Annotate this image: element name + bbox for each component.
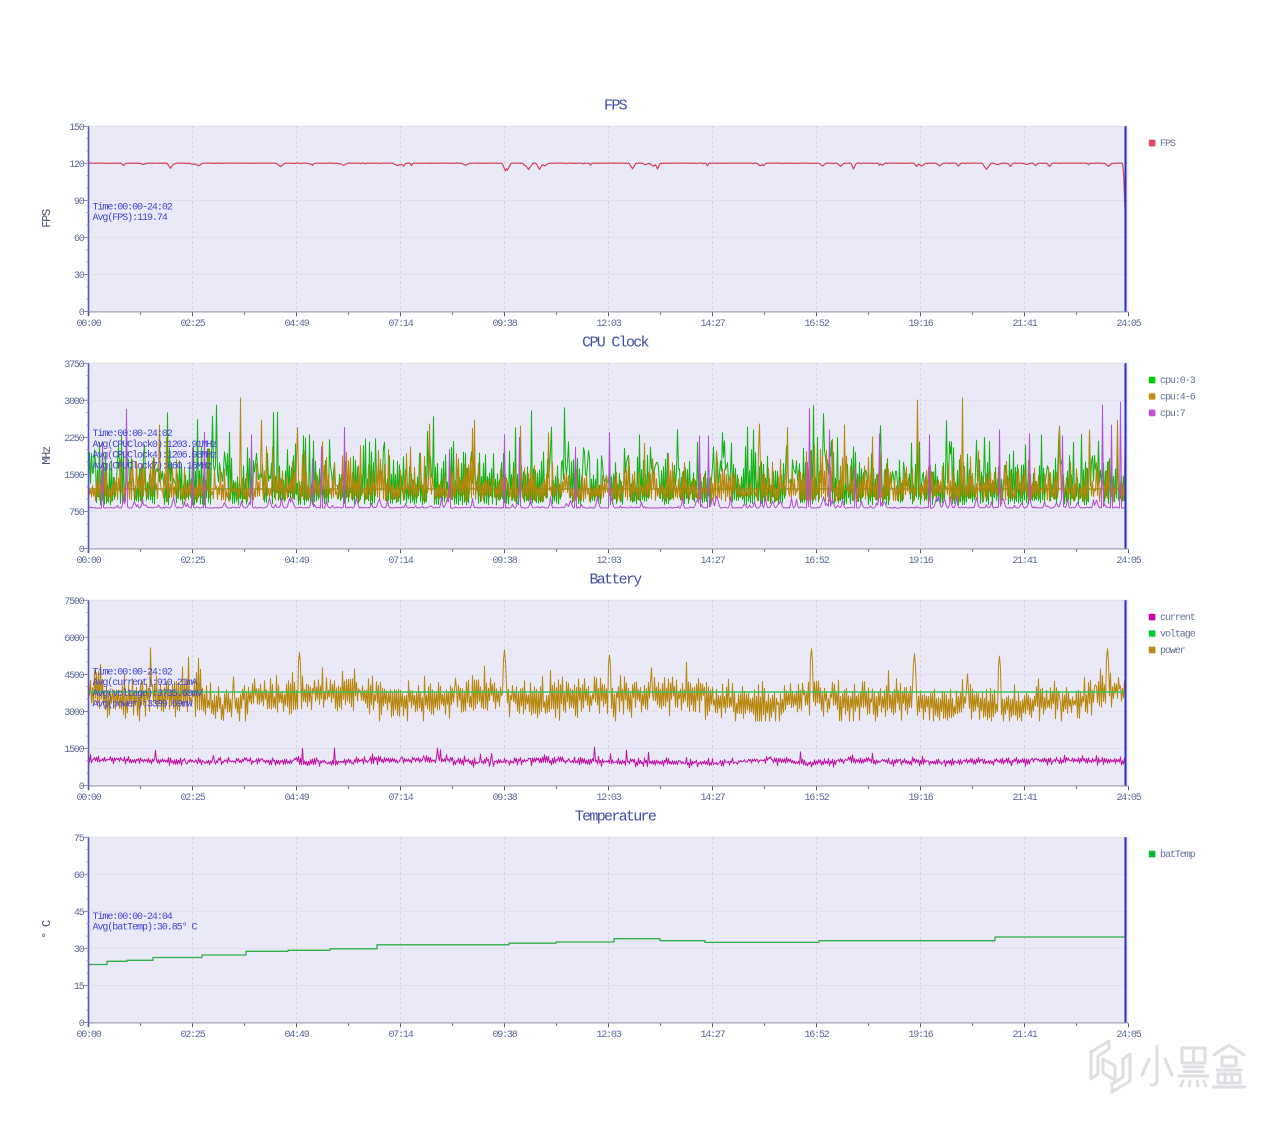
svg-text:30: 30 — [74, 271, 85, 282]
svg-text:16:52: 16:52 — [804, 793, 829, 804]
svg-text:7500: 7500 — [64, 597, 84, 608]
svg-text:2250: 2250 — [64, 434, 84, 445]
svg-text:02:25: 02:25 — [180, 1030, 205, 1041]
svg-text:60: 60 — [74, 871, 85, 882]
svg-text:Avg(current):910.21mA: Avg(current):910.21mA — [93, 677, 198, 689]
svg-text:75: 75 — [74, 834, 85, 845]
svg-text:02:25: 02:25 — [180, 793, 205, 804]
svg-text:45: 45 — [74, 908, 85, 919]
svg-text:02:25: 02:25 — [180, 556, 205, 567]
svg-text:09:38: 09:38 — [492, 319, 517, 330]
svg-text:60: 60 — [74, 234, 85, 245]
svg-text:07:14: 07:14 — [388, 556, 413, 567]
svg-text:14:27: 14:27 — [700, 1030, 725, 1041]
svg-text:00:00: 00:00 — [76, 556, 101, 567]
svg-text:07:14: 07:14 — [388, 1030, 413, 1041]
svg-text:21:41: 21:41 — [1012, 556, 1037, 567]
svg-text:07:14: 07:14 — [388, 319, 413, 330]
svg-text:3000: 3000 — [64, 397, 84, 408]
svg-text:12:03: 12:03 — [596, 793, 621, 804]
svg-text:24:05: 24:05 — [1116, 793, 1141, 804]
svg-text:CPU Clock: CPU Clock — [582, 335, 649, 352]
svg-text:6000: 6000 — [64, 634, 84, 645]
svg-text:00:00: 00:00 — [76, 319, 101, 330]
svg-text:04:49: 04:49 — [284, 319, 309, 330]
svg-text:14:27: 14:27 — [700, 793, 725, 804]
svg-text:04:49: 04:49 — [284, 1030, 309, 1041]
svg-text:Temperature: Temperature — [575, 809, 657, 826]
svg-text:24:05: 24:05 — [1116, 556, 1141, 567]
svg-text:12:03: 12:03 — [596, 319, 621, 330]
svg-text:cpu:4-6: cpu:4-6 — [1160, 393, 1196, 404]
svg-text:19:16: 19:16 — [908, 319, 933, 330]
svg-text:1500: 1500 — [64, 745, 84, 756]
svg-text:14:27: 14:27 — [700, 319, 725, 330]
svg-text:power: power — [1160, 646, 1186, 657]
svg-text:0: 0 — [79, 308, 85, 319]
svg-text:00:00: 00:00 — [76, 1030, 101, 1041]
svg-text:cpu:0-3: cpu:0-3 — [1160, 376, 1196, 387]
svg-text:24:05: 24:05 — [1116, 319, 1141, 330]
svg-text:0: 0 — [79, 782, 85, 793]
svg-text:16:52: 16:52 — [804, 556, 829, 567]
svg-text:120: 120 — [69, 160, 85, 171]
svg-text:19:16: 19:16 — [908, 1030, 933, 1041]
svg-text:3000: 3000 — [64, 708, 84, 719]
svg-text:Avg(voltage):3735.68mV: Avg(voltage):3735.68mV — [93, 688, 203, 700]
svg-text:90: 90 — [74, 197, 85, 208]
svg-text:° C: ° C — [40, 920, 54, 939]
svg-text:19:16: 19:16 — [908, 793, 933, 804]
svg-text:02:25: 02:25 — [180, 319, 205, 330]
svg-text:3750: 3750 — [64, 360, 84, 371]
svg-text:Avg(power):3399.69mW: Avg(power):3399.69mW — [93, 699, 193, 711]
svg-text:30: 30 — [74, 945, 85, 956]
svg-text:12:03: 12:03 — [596, 556, 621, 567]
svg-text:Avg(CPUClock7):860.16MHz: Avg(CPUClock7):860.16MHz — [93, 460, 213, 472]
svg-text:16:52: 16:52 — [804, 1030, 829, 1041]
svg-text:MHz: MHz — [40, 446, 54, 465]
svg-text:Avg(CPUClock0):1203.91MHz: Avg(CPUClock0):1203.91MHz — [93, 439, 218, 451]
svg-text:15: 15 — [74, 982, 85, 993]
svg-text:150: 150 — [69, 123, 85, 134]
svg-text:21:41: 21:41 — [1012, 319, 1037, 330]
svg-text:Time:00:00-24:02: Time:00:00-24:02 — [93, 666, 173, 678]
svg-text:current: current — [1160, 613, 1195, 624]
svg-text:batTemp: batTemp — [1160, 849, 1196, 861]
svg-text:750: 750 — [69, 508, 85, 519]
svg-text:FPS: FPS — [1160, 139, 1176, 150]
svg-text:09:38: 09:38 — [492, 1030, 517, 1041]
svg-text:voltage: voltage — [1160, 629, 1196, 641]
svg-text:0: 0 — [79, 1019, 85, 1030]
svg-text:Time:00:00-24:02: Time:00:00-24:02 — [93, 201, 173, 213]
svg-text:00:00: 00:00 — [76, 793, 101, 804]
svg-text:Avg(CPUClock4):1206.98MHz: Avg(CPUClock4):1206.98MHz — [93, 450, 218, 462]
svg-text:cpu:7: cpu:7 — [1160, 409, 1186, 420]
svg-text:07:14: 07:14 — [388, 793, 413, 804]
svg-text:Avg(batTemp):30.85° C: Avg(batTemp):30.85° C — [93, 922, 198, 934]
svg-text:19:16: 19:16 — [908, 556, 933, 567]
svg-text:Time:00:00-24:04: Time:00:00-24:04 — [93, 911, 173, 923]
svg-text:21:41: 21:41 — [1012, 793, 1037, 804]
svg-text:14:27: 14:27 — [700, 556, 725, 567]
svg-text:FPS: FPS — [40, 209, 54, 228]
svg-text:09:38: 09:38 — [492, 556, 517, 567]
svg-text:21:41: 21:41 — [1012, 1030, 1037, 1041]
svg-text:12:03: 12:03 — [596, 1030, 621, 1041]
svg-text:Battery: Battery — [589, 572, 642, 589]
svg-text:Avg(FPS):119.74: Avg(FPS):119.74 — [93, 212, 168, 224]
svg-text:09:38: 09:38 — [492, 793, 517, 804]
svg-text:16:52: 16:52 — [804, 319, 829, 330]
svg-text:24:05: 24:05 — [1116, 1030, 1141, 1041]
svg-text:0: 0 — [79, 545, 85, 556]
svg-text:1500: 1500 — [64, 471, 84, 482]
svg-text:Time:00:00-24:02: Time:00:00-24:02 — [93, 428, 173, 440]
svg-text:4500: 4500 — [64, 671, 84, 682]
svg-text:04:49: 04:49 — [284, 793, 309, 804]
svg-text:FPS: FPS — [604, 98, 628, 115]
svg-text:04:49: 04:49 — [284, 556, 309, 567]
